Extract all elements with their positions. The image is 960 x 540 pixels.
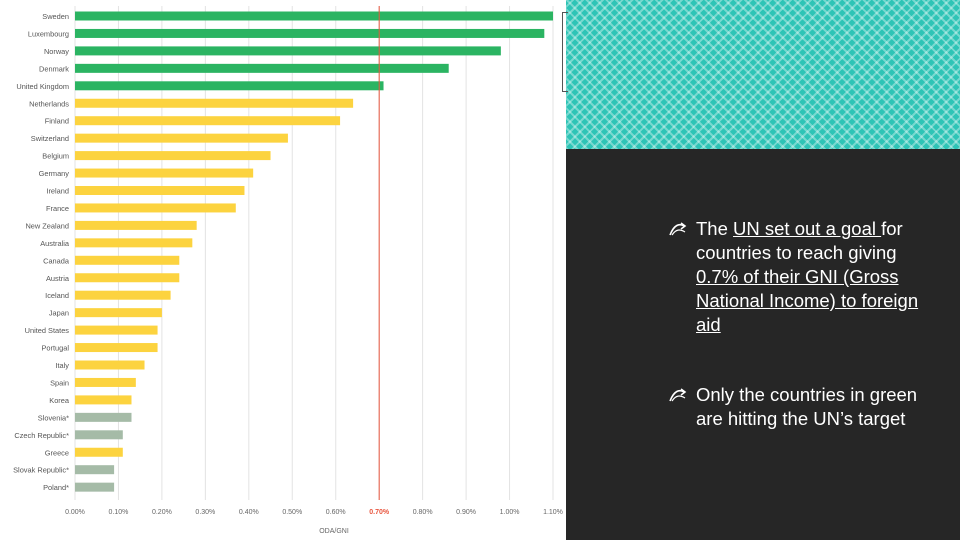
country-label: New Zealand — [25, 221, 69, 230]
country-label: Italy — [55, 361, 69, 370]
bar — [75, 447, 123, 457]
bullet-arrow-icon — [669, 222, 687, 236]
x-tick-label: 0.50% — [282, 509, 302, 516]
x-axis-label: ODA/GNI — [319, 528, 349, 535]
country-label: Sweden — [42, 12, 69, 21]
country-label: United States — [25, 326, 70, 335]
country-label: Korea — [49, 396, 70, 405]
bar — [75, 465, 115, 475]
x-tick-label: 1.00% — [500, 509, 520, 516]
bar — [75, 220, 197, 230]
x-tick-label: 0.70% — [369, 509, 390, 516]
country-label: Greece — [45, 448, 69, 457]
x-tick-labels: 0.00% 0.10% 0.20% 0.30% 0.40% 0.50% 0.60% 0.70%… — [65, 509, 563, 516]
country-labels: Sweden Luxembourg Norway Denmark United King… — [13, 12, 70, 492]
country-label: Ireland — [46, 187, 69, 196]
country-label: Spain — [50, 378, 69, 387]
bar — [75, 482, 115, 492]
bar — [75, 151, 271, 161]
country-label: Australia — [40, 239, 70, 248]
gridlines — [74, 6, 554, 500]
country-label: Canada — [43, 256, 70, 265]
x-tick-label: 0.30% — [195, 509, 215, 516]
bar — [75, 255, 180, 265]
x-tick-label: 0.40% — [239, 509, 259, 516]
bullet-text-un-goal: The UN set out a goal for countries to r… — [696, 218, 919, 335]
bullet-arrow-icon — [669, 388, 687, 402]
country-label: Portugal — [41, 344, 69, 353]
bars — [75, 11, 553, 492]
teal-pattern-panel — [566, 0, 960, 149]
country-label: Denmark — [39, 64, 69, 73]
bar — [75, 412, 132, 422]
bar — [75, 203, 236, 213]
country-label: Slovenia* — [38, 413, 69, 422]
bar — [75, 133, 288, 143]
x-tick-label: 0.90% — [456, 509, 476, 516]
bar — [75, 360, 145, 370]
bullet-un-goal: The UN set out a goal for countries to r… — [668, 217, 936, 337]
country-label: Finland — [45, 117, 69, 126]
country-label: Czech Republic* — [14, 431, 69, 440]
bar — [75, 81, 384, 91]
bar — [75, 11, 553, 21]
country-label: Slovak Republic* — [13, 466, 69, 475]
bar — [75, 290, 171, 300]
country-label: Belgium — [42, 152, 69, 161]
bar — [75, 308, 162, 318]
country-label: Iceland — [45, 291, 69, 300]
country-label: Norway — [44, 47, 69, 56]
bar — [75, 377, 136, 387]
x-tick-label: 1.10% — [543, 509, 563, 516]
gni-target-link: 0.7% of their GNI (Gross National Income… — [696, 266, 919, 335]
x-tick-label: 0.80% — [413, 509, 433, 516]
bar — [75, 273, 180, 283]
bar — [75, 63, 449, 73]
bar — [75, 28, 545, 38]
x-tick-label: 0.10% — [109, 509, 129, 516]
bar — [75, 325, 158, 335]
bullet-green-countries: Only the countries in green are hitting … — [668, 383, 936, 431]
country-label: Japan — [49, 309, 69, 318]
bar — [75, 395, 132, 405]
un-goal-link: UN set out a goal — [733, 218, 882, 239]
bar — [75, 343, 158, 353]
x-tick-label: 0.20% — [152, 509, 172, 516]
country-label: France — [46, 204, 69, 213]
x-tick-label: 0.00% — [65, 509, 85, 516]
oda-gni-bar-chart: Sweden Luxembourg Norway Denmark United King… — [13, 6, 563, 535]
country-label: United Kingdom — [16, 82, 69, 91]
country-label: Netherlands — [29, 99, 69, 108]
country-label: Austria — [46, 274, 70, 283]
bar — [75, 46, 501, 56]
bar — [75, 98, 354, 108]
bar — [75, 168, 254, 178]
bar — [75, 186, 245, 195]
bar — [75, 430, 123, 440]
x-tick-label: 0.60% — [326, 509, 346, 516]
country-label: Germany — [39, 169, 70, 178]
dark-text-panel — [566, 149, 960, 540]
country-label: Poland* — [43, 483, 69, 492]
country-label: Switzerland — [31, 134, 69, 143]
bracket-decoration — [562, 12, 568, 92]
bar — [75, 116, 341, 126]
bar — [75, 238, 193, 248]
bullet-text-green-countries: Only the countries in green are hitting … — [696, 384, 918, 429]
country-label: Luxembourg — [28, 29, 69, 38]
